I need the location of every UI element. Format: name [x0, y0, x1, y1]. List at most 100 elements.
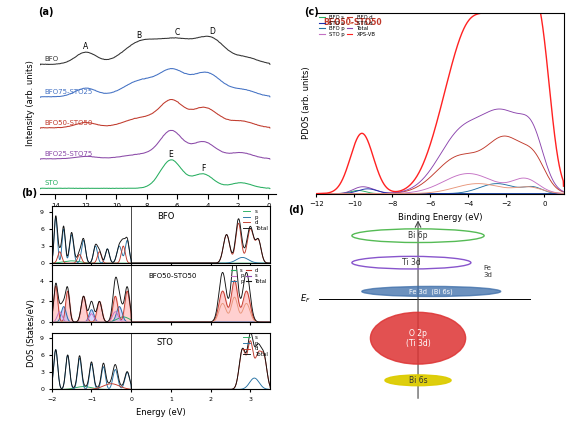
BFO s	[325, 191, 332, 196]
Total	[427, 168, 434, 173]
BFO s	[508, 191, 515, 196]
s	[141, 261, 148, 266]
s	[86, 261, 93, 266]
STO s	[364, 187, 371, 192]
p	[48, 259, 55, 264]
Text: STO: STO	[45, 180, 59, 187]
Text: Bi 6p: Bi 6p	[408, 231, 428, 240]
STO s	[560, 191, 567, 196]
Ellipse shape	[362, 286, 501, 296]
p	[128, 387, 135, 392]
Text: BFO: BFO	[156, 212, 174, 221]
d	[141, 261, 148, 266]
p	[52, 347, 59, 352]
BFO s	[553, 191, 560, 196]
s	[239, 261, 246, 266]
Total	[141, 261, 148, 266]
BFO d	[313, 191, 320, 196]
XPS-VB	[508, 7, 515, 12]
Text: Fe 3d  (Bi 6s): Fe 3d (Bi 6s)	[409, 288, 453, 295]
Text: (d): (d)	[289, 205, 304, 215]
XPS-VB	[325, 190, 332, 195]
p	[86, 260, 93, 265]
d	[141, 387, 148, 392]
Line: p: p	[52, 218, 270, 263]
Total	[239, 346, 246, 351]
s	[239, 387, 246, 392]
s	[80, 384, 87, 389]
Circle shape	[370, 312, 466, 364]
STO p	[427, 185, 434, 190]
Text: BFO50-STO50: BFO50-STO50	[45, 120, 93, 126]
Total	[560, 189, 567, 194]
STO d	[474, 181, 481, 186]
BFO p	[427, 191, 434, 196]
Text: STO: STO	[156, 338, 174, 347]
BFO s	[553, 191, 560, 196]
STO s	[508, 191, 515, 196]
d	[132, 261, 139, 266]
BFO s	[427, 191, 434, 196]
p	[263, 261, 270, 266]
d	[86, 387, 93, 392]
STO d	[508, 185, 515, 190]
p	[48, 383, 55, 388]
s	[86, 385, 93, 390]
d	[267, 385, 274, 390]
Total	[48, 383, 55, 388]
Line: d: d	[52, 341, 270, 389]
Text: F: F	[201, 164, 205, 173]
s	[48, 387, 55, 392]
STO d	[427, 190, 434, 195]
Total	[325, 191, 332, 196]
Text: E: E	[168, 150, 174, 160]
Line: p: p	[52, 350, 270, 389]
Line: STO s: STO s	[316, 189, 564, 194]
p	[132, 261, 139, 266]
d	[247, 338, 254, 343]
Total	[433, 158, 440, 163]
Total	[48, 259, 55, 264]
Total	[86, 260, 93, 265]
XPS-VB	[553, 147, 560, 152]
d	[48, 261, 55, 266]
d	[48, 387, 55, 392]
Total	[86, 368, 93, 373]
Total	[132, 387, 139, 392]
Line: STO p: STO p	[316, 173, 564, 194]
Text: DOS (States/eV): DOS (States/eV)	[27, 298, 36, 367]
p	[73, 259, 80, 264]
Text: Bi 6s: Bi 6s	[409, 376, 427, 385]
BFO d	[427, 175, 434, 180]
Line: XPS-VB: XPS-VB	[316, 0, 564, 194]
p	[73, 376, 80, 381]
s	[128, 261, 135, 266]
XPS-VB	[427, 143, 434, 148]
Text: BFO: BFO	[45, 56, 59, 62]
Total	[128, 387, 135, 392]
d	[73, 258, 80, 263]
Text: BFO50-STO50: BFO50-STO50	[324, 18, 382, 27]
p	[263, 386, 270, 392]
BFO p	[553, 191, 560, 196]
Total	[52, 213, 59, 218]
X-axis label: Energy (eV): Energy (eV)	[136, 408, 186, 417]
Total	[128, 261, 135, 266]
Line: s: s	[52, 261, 270, 263]
STO s	[427, 191, 434, 196]
STO p	[553, 190, 560, 195]
Text: BFO50-STO50: BFO50-STO50	[148, 273, 196, 279]
Line: BFO d: BFO d	[316, 136, 564, 194]
Total	[553, 183, 560, 188]
Line: Total: Total	[316, 109, 564, 194]
Text: O 2p
(Ti 3d): O 2p (Ti 3d)	[405, 328, 431, 348]
s	[267, 261, 274, 266]
s	[132, 261, 139, 266]
STO d	[560, 191, 567, 196]
Text: Fe
3d: Fe 3d	[483, 265, 492, 278]
STO p	[465, 171, 472, 176]
Y-axis label: PDOS (arb. units): PDOS (arb. units)	[302, 67, 310, 139]
Total	[239, 240, 246, 245]
Total	[263, 260, 270, 265]
s	[48, 261, 55, 266]
